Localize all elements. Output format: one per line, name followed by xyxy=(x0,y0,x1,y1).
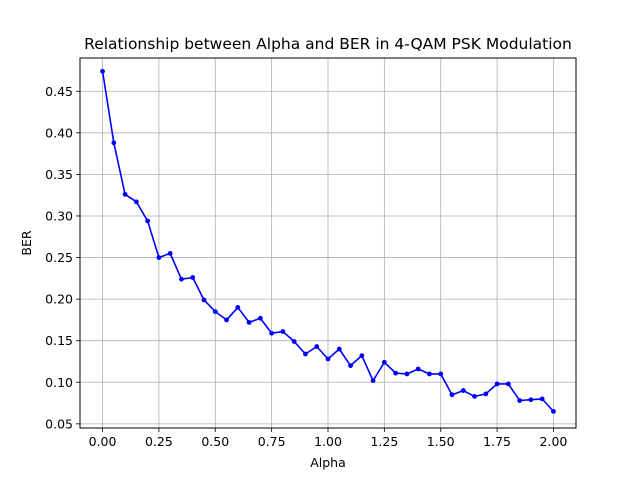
y-tick-label: 0.10 xyxy=(45,375,73,390)
y-axis: 0.05 0.10 0.15 0.20 0.25 0.30 0.35 0.40 0.45 xyxy=(45,84,80,431)
data-point xyxy=(472,394,477,399)
x-tick-label: 1.25 xyxy=(370,434,398,449)
data-point xyxy=(381,359,387,365)
data-point xyxy=(111,140,117,146)
data-point xyxy=(505,381,511,387)
data-point xyxy=(179,276,184,282)
x-tick-label: 0.75 xyxy=(258,434,286,449)
x-tick-label: 2.00 xyxy=(540,434,568,449)
data-point xyxy=(235,305,241,310)
data-point xyxy=(404,371,410,377)
y-tick-label: 0.35 xyxy=(45,167,73,182)
y-tick-label: 0.15 xyxy=(45,333,73,348)
data-point xyxy=(145,218,151,224)
data-point xyxy=(257,315,263,321)
data-point xyxy=(167,250,173,256)
x-tick-label: 0.50 xyxy=(201,434,229,449)
data-point xyxy=(336,346,342,352)
data-point xyxy=(438,371,444,377)
data-point xyxy=(325,356,331,362)
x-axis-label: Alpha xyxy=(310,455,346,470)
data-point xyxy=(190,275,196,280)
data-point xyxy=(393,370,399,376)
data-point xyxy=(494,381,500,387)
data-point xyxy=(517,398,523,403)
data-point xyxy=(280,329,286,334)
data-point xyxy=(551,408,556,414)
data-point xyxy=(291,339,297,344)
x-tick-label: 1.50 xyxy=(427,434,455,449)
grid-lines xyxy=(80,58,576,428)
data-point xyxy=(303,351,308,357)
y-tick-label: 0.25 xyxy=(45,250,73,265)
data-point xyxy=(201,297,207,303)
data-point xyxy=(348,363,353,369)
data-point xyxy=(359,353,365,359)
data-point xyxy=(370,378,376,384)
data-point xyxy=(427,371,432,377)
data-point xyxy=(246,320,252,325)
data-point xyxy=(528,397,534,403)
data-point xyxy=(156,255,162,260)
data-point xyxy=(269,330,275,336)
data-point xyxy=(314,344,320,349)
data-point xyxy=(539,396,545,402)
data-point xyxy=(133,199,139,205)
data-point xyxy=(212,309,218,314)
x-axis: 0.00 0.25 0.50 0.75 1.00 1.25 1.50 1.75 2.00 xyxy=(89,428,568,449)
data-point xyxy=(483,391,489,397)
x-tick-label: 1.00 xyxy=(314,434,342,449)
data-point xyxy=(460,388,466,393)
data-point xyxy=(224,317,229,323)
data-point xyxy=(100,68,105,74)
y-tick-label: 0.45 xyxy=(45,84,73,99)
data-point xyxy=(449,392,455,398)
y-axis-label: BER xyxy=(19,230,34,255)
chart-title: Relationship between Alpha and BER in 4-… xyxy=(84,35,572,53)
data-point xyxy=(122,191,128,197)
y-tick-label: 0.40 xyxy=(45,125,73,140)
y-tick-label: 0.05 xyxy=(45,416,73,431)
y-tick-label: 0.30 xyxy=(45,208,73,223)
series-layer xyxy=(100,68,556,414)
x-tick-label: 0.00 xyxy=(89,434,117,449)
data-point xyxy=(415,366,421,372)
y-tick-label: 0.20 xyxy=(45,292,73,307)
x-tick-label: 0.25 xyxy=(145,434,173,449)
x-tick-label: 1.75 xyxy=(483,434,511,449)
